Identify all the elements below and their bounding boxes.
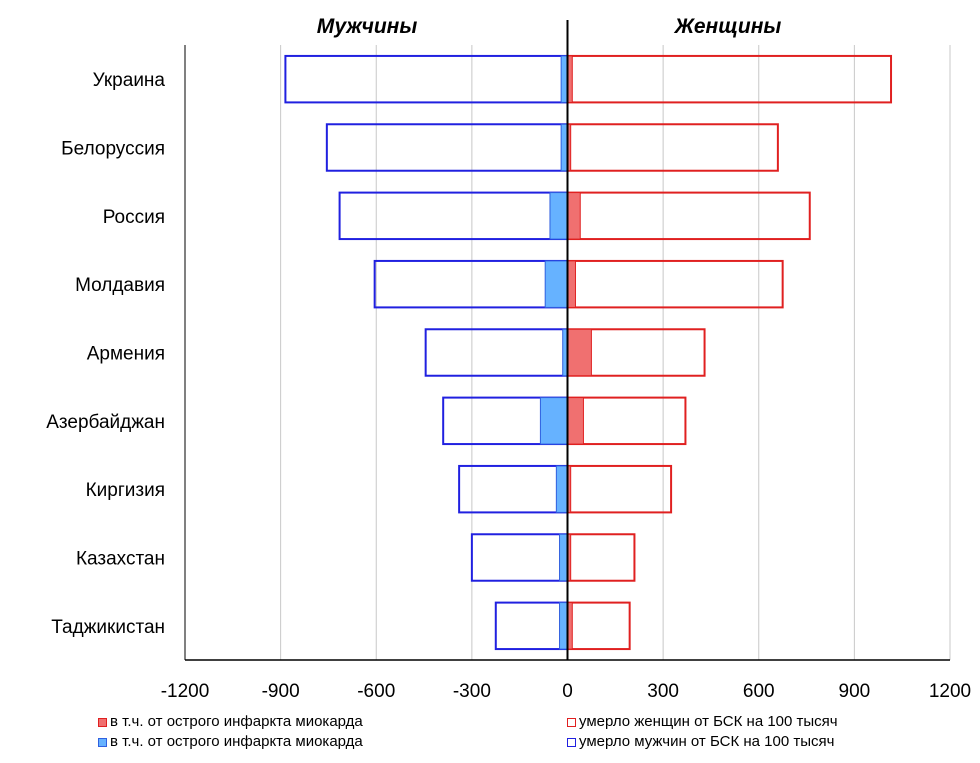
axes — [184, 20, 950, 661]
x-tick-label-3: -300 — [453, 681, 491, 702]
bar-s0-4 — [424, 328, 569, 377]
bars — [284, 54, 893, 651]
bar-s3-2 — [567, 192, 581, 240]
bar-s1-3 — [544, 260, 568, 308]
legend-item-female-mi: в т.ч. от острого инфаркта миокарда — [98, 712, 363, 732]
legend-item-male-total: умерло мужчин от БСК на 100 тысяч — [567, 732, 838, 752]
category-label-6: Киргизия — [86, 480, 165, 501]
category-label-2: Россия — [103, 207, 165, 228]
bar-s0-2 — [338, 191, 569, 241]
bar-s0-3 — [373, 259, 569, 309]
legend-right: умерло женщин от БСК на 100 тысяч умерло… — [567, 712, 838, 752]
category-label-3: Молдавия — [75, 275, 165, 296]
legend-label-female-total: умерло женщин от БСК на 100 тысяч — [579, 713, 838, 730]
bar-s1-6 — [555, 465, 568, 513]
legend-label-female-mi: в т.ч. от острого инфаркта миокарда — [110, 713, 363, 730]
legend-swatch-male-total — [567, 737, 576, 747]
bar-s0-0 — [284, 54, 569, 104]
bar-s1-7 — [559, 533, 568, 582]
category-label-1: Белоруссия — [61, 139, 165, 160]
x-tick-label-5: 300 — [647, 681, 679, 702]
labels: Украина Белоруссия Россия Молдавия Армения Аз… — [46, 15, 971, 702]
x-tick-label-2: -600 — [357, 681, 395, 702]
legend-label-male-mi: в т.ч. от острого инфаркта миокарда — [110, 733, 363, 750]
x-tick-label-4: 0 — [562, 681, 573, 702]
bar-s2-0 — [566, 54, 893, 104]
bar-s0-7 — [470, 533, 569, 582]
panel-title-left: Мужчины — [317, 15, 418, 38]
bar-s0-8 — [494, 601, 569, 651]
category-label-8: Таджикистан — [51, 617, 165, 638]
x-tick-label-7: 900 — [839, 681, 871, 702]
x-tick-label-8: 1200 — [929, 681, 971, 702]
bar-s3-3 — [567, 260, 576, 308]
legend-label-male-total: умерло мужчин от БСК на 100 тысяч — [579, 733, 835, 750]
legend-item-female-total: умерло женщин от БСК на 100 тысяч — [567, 712, 838, 732]
bar-s3-5 — [567, 397, 584, 445]
category-label-5: Азербайджан — [46, 412, 165, 433]
bar-s2-3 — [566, 259, 784, 309]
legend-swatch-male-mi — [98, 737, 107, 747]
bar-s2-6 — [566, 464, 673, 514]
legend-swatch-female-total — [567, 717, 576, 727]
bar-s2-5 — [566, 396, 687, 446]
legend-swatch-female-mi — [98, 717, 107, 727]
bar-s0-1 — [325, 123, 569, 172]
bar-s1-8 — [559, 602, 568, 650]
bar-s0-6 — [458, 464, 569, 514]
bar-s2-8 — [566, 601, 631, 651]
bar-s2-7 — [566, 533, 636, 582]
x-tick-label-0: -1200 — [161, 681, 210, 702]
bar-s2-2 — [566, 191, 811, 241]
x-tick-label-1: -900 — [262, 681, 300, 702]
bar-s2-1 — [566, 123, 779, 172]
category-label-0: Украина — [93, 70, 166, 91]
category-label-7: Казахстан — [76, 549, 165, 570]
x-tick-label-6: 600 — [743, 681, 775, 702]
bar-s3-4 — [567, 328, 592, 377]
legend: в т.ч. от острого инфаркта миокарда в т.… — [98, 712, 363, 752]
bar-s1-2 — [549, 192, 568, 240]
panel-title-right: Женщины — [674, 15, 782, 38]
legend-item-male-mi: в т.ч. от острого инфаркта миокарда — [98, 732, 363, 752]
category-label-4: Армения — [87, 344, 165, 365]
gridlines — [280, 45, 951, 660]
bar-s1-5 — [539, 397, 568, 445]
